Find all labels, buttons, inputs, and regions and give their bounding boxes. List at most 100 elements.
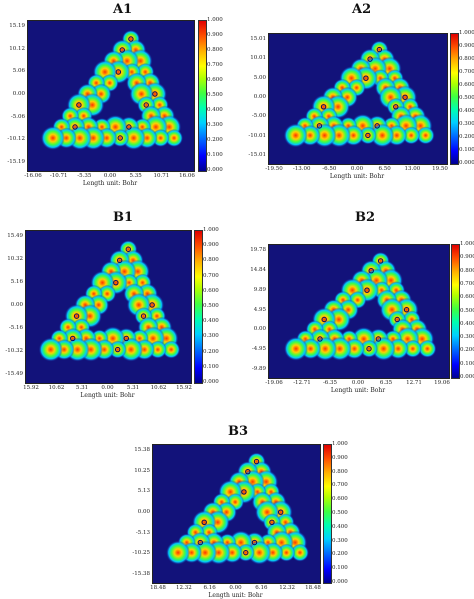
x-tick-label: 0.00	[103, 173, 117, 179]
colorbar-tick-label: 0.200	[460, 347, 474, 354]
x-tick-label: 12.32	[279, 585, 296, 591]
colorbar-tick-label: 0.500	[459, 95, 474, 101]
colorbar-a2	[450, 33, 459, 165]
y-tick-label: 0.00	[10, 302, 23, 308]
panel-title: B3	[228, 424, 249, 439]
atom-ring	[76, 102, 82, 108]
x-tick-label: 5.31	[75, 385, 89, 391]
y-tick-label: 15.01	[250, 36, 266, 42]
y-tick-label: 19.78	[250, 247, 266, 253]
atom-ring	[116, 257, 123, 264]
colorbar-tick-label: 0.300	[203, 333, 219, 340]
x-tick-label: 18.48	[150, 585, 166, 591]
atom-ring	[374, 123, 380, 129]
density-blob	[165, 129, 184, 147]
density-blob	[121, 126, 146, 150]
colorbar-tick-label: 0.900	[460, 254, 474, 261]
contour-svg	[38, 240, 181, 362]
x-tick-label: 0.00	[101, 385, 114, 391]
contour-svg	[40, 30, 184, 150]
density-blob	[416, 126, 435, 145]
atom-ring	[126, 124, 132, 130]
atom-ring	[152, 91, 158, 97]
colorbar-tick-label: 0.500	[332, 510, 348, 516]
atom-ring	[376, 46, 383, 53]
y-tick-label: -5.13	[135, 529, 150, 536]
colorbar-tick-label: 0.100	[460, 360, 474, 367]
colorbar-tick-label: 1.000	[460, 241, 474, 247]
x-tick-label: 19.50	[432, 166, 448, 172]
atom-ring	[393, 104, 399, 110]
panel-title: A2	[352, 2, 372, 17]
y-tick-label: 10.25	[134, 467, 150, 474]
y-tick-label: -4.95	[251, 346, 266, 353]
colorbar-tick-label: 0.000	[459, 160, 474, 166]
colorbar-tick-label: 0.300	[460, 334, 474, 341]
colorbar-tick-label: 0.700	[460, 280, 474, 287]
atom-ring	[402, 94, 408, 100]
y-tick-label: 0.00	[137, 509, 150, 515]
atom-ring	[366, 346, 372, 352]
atom-ring	[367, 56, 373, 62]
x-tick-label: 15.92	[23, 385, 39, 391]
panel-title: B2	[355, 210, 376, 225]
atom-ring	[70, 335, 76, 342]
x-tick-label: 6.50	[378, 166, 391, 172]
y-tick-label: 5.16	[10, 279, 23, 285]
atom-ring	[394, 316, 400, 323]
y-tick-label: -15.01	[248, 152, 266, 158]
density-blob	[360, 339, 378, 358]
density-blob	[371, 336, 396, 361]
colorbar-tick-label: 0.000	[207, 167, 223, 173]
colorbar-tick-label: 0.800	[203, 257, 219, 264]
colorbar-b2	[451, 244, 460, 379]
colorbar-tick-label: 0.300	[207, 122, 223, 128]
colorbar-tick-label: 0.600	[460, 294, 474, 301]
x-tick-label: 13.00	[404, 166, 421, 172]
y-tick-label: 5.00	[253, 74, 266, 81]
colorbar-tick-label: 0.200	[207, 137, 223, 143]
atom-ring	[321, 316, 327, 323]
y-tick-label: -5.16	[8, 325, 23, 331]
density-blob	[162, 340, 181, 359]
atom-ring	[143, 102, 149, 108]
colorbar-tick-label: 0.400	[207, 107, 223, 113]
atom-ring	[119, 47, 125, 53]
atom-ring	[245, 468, 251, 475]
density-blob	[403, 339, 422, 358]
colorbar-tick-label: 0.600	[332, 496, 348, 503]
contour-plot-a2	[268, 33, 448, 165]
y-tick-label: 5.06	[12, 68, 25, 75]
density-blob	[283, 123, 308, 148]
atom-ring	[125, 246, 132, 252]
x-tick-label: 0.00	[350, 166, 364, 172]
contour-plot-b1	[25, 230, 192, 384]
x-tick-label: 0.00	[229, 585, 242, 591]
colorbar-tick-label: 1.000	[459, 30, 474, 36]
colorbar-tick-label: 0.000	[332, 579, 348, 585]
contour-plot-a1	[27, 20, 195, 172]
atom-ring	[140, 313, 147, 319]
atom-ring	[403, 307, 410, 313]
contour-svg	[283, 40, 435, 148]
x-tick-label: -10.71	[49, 173, 68, 179]
x-axis-title: Length unit: Bohr	[82, 180, 138, 187]
atom-ring	[243, 549, 249, 556]
colorbar-tick-label: 0.500	[460, 307, 474, 314]
y-tick-label: -10.12	[7, 136, 25, 143]
colorbar-tick-label: 0.900	[207, 32, 223, 38]
colorbar-tick-label: 0.000	[203, 379, 219, 385]
colorbar-tick-label: 1.000	[332, 441, 348, 447]
atom-ring	[277, 509, 284, 515]
x-tick-label: 12.71	[406, 380, 422, 386]
atom-ring	[251, 539, 258, 546]
atom-ring	[197, 539, 204, 546]
x-axis-title: Length unit: Bohr	[329, 173, 385, 180]
atom-ring	[320, 104, 327, 110]
y-tick-label: 15.49	[7, 233, 23, 239]
y-tick-label: 14.84	[250, 266, 266, 273]
x-tick-label: 16.06	[179, 173, 195, 179]
x-tick-label: 5.35	[129, 173, 142, 179]
colorbar-tick-label: 0.900	[203, 242, 219, 249]
atom-ring	[113, 279, 119, 286]
